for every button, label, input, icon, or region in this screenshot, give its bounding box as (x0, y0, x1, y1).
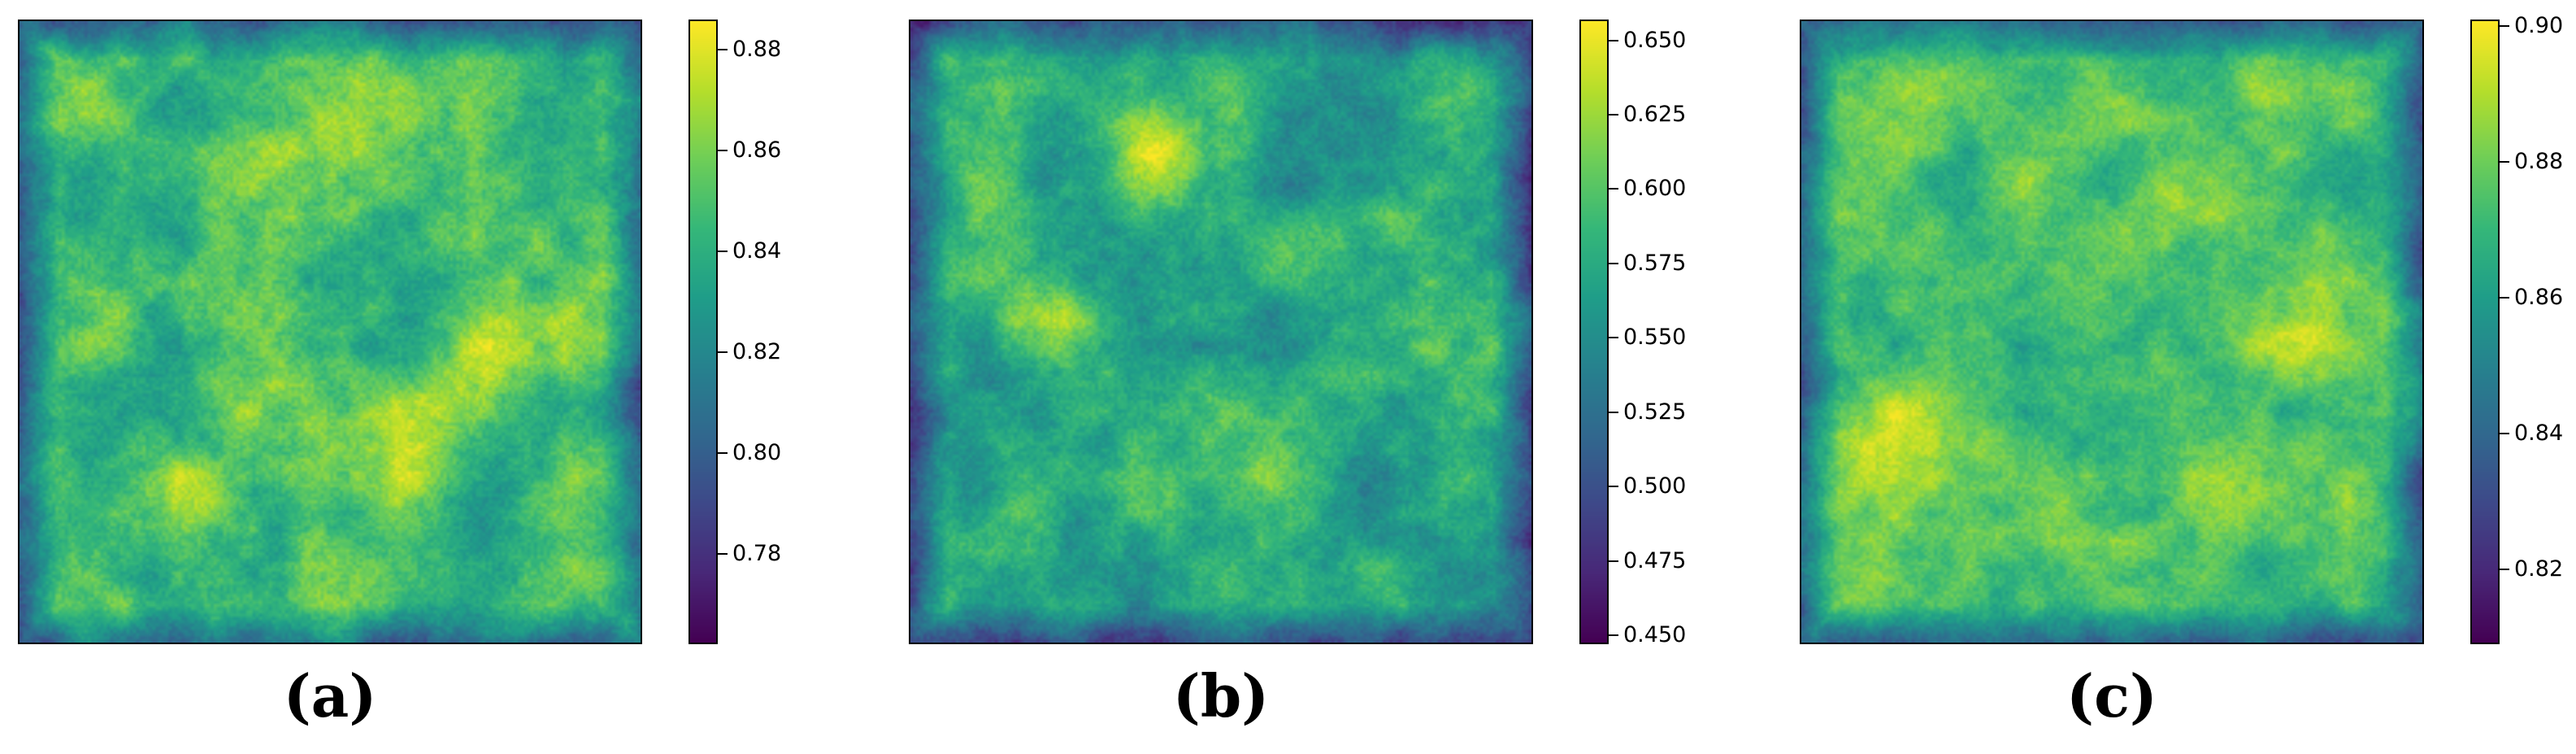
colorbar-b-tick (1609, 188, 1618, 190)
colorbar-b-tick-label: 0.575 (1623, 250, 1687, 276)
colorbar-c-tick (2500, 569, 2509, 571)
colorbar-b-tick (1609, 337, 1618, 339)
colorbar-b (1579, 20, 1609, 644)
colorbar-b-tick-label: 0.475 (1623, 547, 1687, 573)
heatmap-c (1800, 20, 2424, 644)
colorbar-a-tick (718, 250, 728, 252)
colorbar-b-tick (1609, 114, 1618, 116)
heatmap-a-canvas (20, 21, 641, 643)
colorbar-a-tick (718, 552, 728, 555)
colorbar-b-tick (1609, 411, 1618, 413)
colorbar-b-tick-label: 0.450 (1623, 622, 1687, 648)
heatmap-b-canvas (910, 21, 1531, 643)
colorbar-a-tick-label: 0.78 (732, 540, 782, 566)
colorbar-c-tick-label: 0.86 (2514, 285, 2564, 311)
colorbar-a-tick (718, 49, 728, 51)
colorbar-c-tick-label: 0.90 (2514, 13, 2564, 39)
colorbar-b-tick-label: 0.500 (1623, 473, 1687, 499)
colorbar-a-tick-label: 0.82 (732, 338, 782, 364)
colorbar-c-tick (2500, 433, 2509, 435)
colorbar-c-tick-label: 0.84 (2514, 421, 2564, 447)
colorbar-a (689, 20, 718, 644)
colorbar-a-tick-label: 0.88 (732, 37, 782, 63)
colorbar-c (2470, 20, 2500, 644)
colorbar-a-tick (718, 351, 728, 353)
colorbar-c-tick-label: 0.88 (2514, 149, 2564, 175)
colorbar-b-tick-label: 0.600 (1623, 176, 1687, 202)
heatmap-c-canvas (1801, 21, 2422, 643)
caption-c: (c) (2066, 661, 2157, 730)
colorbar-b-tick (1609, 39, 1618, 41)
colorbar-b-tick-label: 0.625 (1623, 102, 1687, 128)
colorbar-b-tick-label: 0.550 (1623, 325, 1687, 351)
colorbar-a-tick-label: 0.80 (732, 439, 782, 465)
colorbar-b-tick (1609, 486, 1618, 488)
colorbar-c-tick (2500, 25, 2509, 28)
caption-b: (b) (1172, 661, 1270, 730)
colorbar-a-tick-label: 0.86 (732, 137, 782, 163)
colorbar-c-canvas (2472, 21, 2498, 643)
colorbar-b-canvas (1581, 21, 1607, 643)
colorbar-a-tick-label: 0.84 (732, 238, 782, 264)
colorbar-b-tick (1609, 634, 1618, 637)
colorbar-c-tick (2500, 161, 2509, 163)
caption-a: (a) (283, 661, 377, 730)
colorbar-a-tick (718, 150, 728, 152)
heatmap-b (909, 20, 1533, 644)
colorbar-a-tick (718, 451, 728, 454)
colorbar-c-tick-label: 0.82 (2514, 556, 2564, 582)
colorbar-b-tick-label: 0.525 (1623, 399, 1687, 425)
colorbar-c-tick (2500, 297, 2509, 299)
heatmap-a (18, 20, 642, 644)
colorbar-a-canvas (690, 21, 716, 643)
colorbar-b-tick-label: 0.650 (1623, 27, 1687, 53)
colorbar-b-tick (1609, 262, 1618, 264)
colorbar-b-tick (1609, 560, 1618, 562)
